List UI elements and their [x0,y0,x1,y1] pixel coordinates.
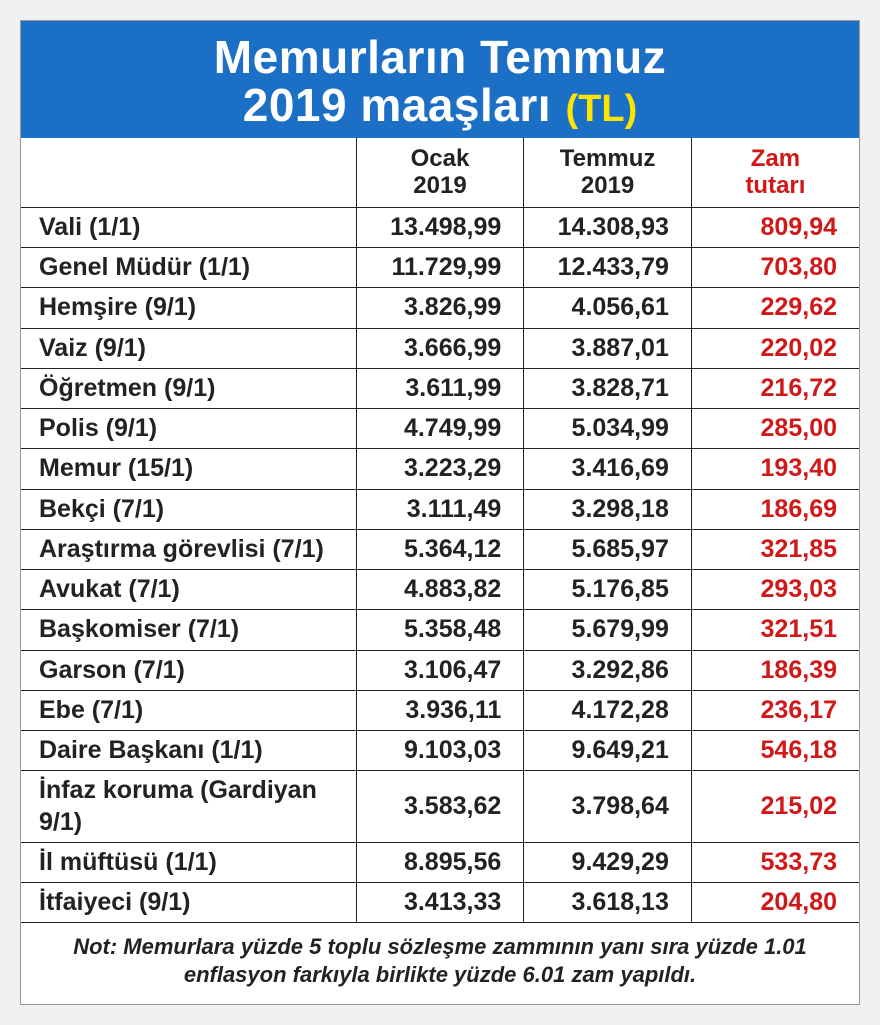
cell-label: Öğretmen (9/1) [21,368,356,408]
cell-raise: 321,51 [691,610,859,650]
cell-label: İtfaiyeci (9/1) [21,883,356,923]
table-row: İtfaiyeci (9/1)3.413,333.618,13204,80 [21,883,859,923]
cell-raise: 215,02 [691,771,859,843]
cell-label: Genel Müdür (1/1) [21,248,356,288]
cell-jan: 3.826,99 [356,288,524,328]
col-header-jan: Ocak2019 [356,138,524,207]
title-bar: Memurların Temmuz 2019 maaşları (TL) [21,21,859,138]
col-header-jul: Temmuz2019 [524,138,692,207]
table-row: Daire Başkanı (1/1)9.103,039.649,21546,1… [21,731,859,771]
cell-jul: 3.416,69 [524,449,692,489]
cell-raise: 321,85 [691,529,859,569]
cell-jan: 3.611,99 [356,368,524,408]
cell-jan: 3.936,11 [356,690,524,730]
cell-jul: 3.798,64 [524,771,692,843]
title-unit: (TL) [566,88,638,130]
table-header-row: Ocak2019 Temmuz2019 Zamtutarı [21,138,859,207]
cell-jul: 3.298,18 [524,489,692,529]
cell-label: Ebe (7/1) [21,690,356,730]
table-row: Polis (9/1)4.749,995.034,99285,00 [21,409,859,449]
cell-jul: 9.429,29 [524,842,692,882]
cell-raise: 285,00 [691,409,859,449]
cell-jan: 13.498,99 [356,207,524,247]
cell-jan: 5.358,48 [356,610,524,650]
title-line2: 2019 maaşları [243,79,551,131]
cell-label: Başkomiser (7/1) [21,610,356,650]
cell-jan: 3.223,29 [356,449,524,489]
cell-jan: 3.106,47 [356,650,524,690]
cell-label: Polis (9/1) [21,409,356,449]
cell-jan: 3.111,49 [356,489,524,529]
table-row: Başkomiser (7/1)5.358,485.679,99321,51 [21,610,859,650]
cell-jul: 5.679,99 [524,610,692,650]
table-row: Genel Müdür (1/1)11.729,9912.433,79703,8… [21,248,859,288]
cell-raise: 236,17 [691,690,859,730]
table-row: Avukat (7/1)4.883,825.176,85293,03 [21,570,859,610]
cell-jan: 8.895,56 [356,842,524,882]
table-row: Araştırma görevlisi (7/1)5.364,125.685,9… [21,529,859,569]
table-row: Ebe (7/1)3.936,114.172,28236,17 [21,690,859,730]
cell-raise: 546,18 [691,731,859,771]
cell-raise: 186,69 [691,489,859,529]
cell-label: Vali (1/1) [21,207,356,247]
table-row: İl müftüsü (1/1)8.895,569.429,29533,73 [21,842,859,882]
cell-raise: 216,72 [691,368,859,408]
cell-jul: 3.618,13 [524,883,692,923]
cell-label: Araştırma görevlisi (7/1) [21,529,356,569]
cell-raise: 220,02 [691,328,859,368]
cell-raise: 204,80 [691,883,859,923]
cell-raise: 533,73 [691,842,859,882]
cell-raise: 186,39 [691,650,859,690]
salary-table-card: Memurların Temmuz 2019 maaşları (TL) Oca… [20,20,860,1005]
cell-label: Garson (7/1) [21,650,356,690]
cell-jul: 9.649,21 [524,731,692,771]
cell-jul: 5.685,97 [524,529,692,569]
cell-jul: 5.034,99 [524,409,692,449]
cell-jul: 4.172,28 [524,690,692,730]
cell-jul: 3.828,71 [524,368,692,408]
salary-table: Ocak2019 Temmuz2019 Zamtutarı Vali (1/1)… [21,138,859,922]
cell-jan: 5.364,12 [356,529,524,569]
cell-jan: 4.749,99 [356,409,524,449]
cell-label: Vaiz (9/1) [21,328,356,368]
table-row: Öğretmen (9/1)3.611,993.828,71216,72 [21,368,859,408]
cell-label: Avukat (7/1) [21,570,356,610]
cell-label: Hemşire (9/1) [21,288,356,328]
cell-raise: 229,62 [691,288,859,328]
col-header-raise: Zamtutarı [691,138,859,207]
cell-raise: 809,94 [691,207,859,247]
cell-jan: 9.103,03 [356,731,524,771]
table-row: Vali (1/1)13.498,9914.308,93809,94 [21,207,859,247]
col-header-label [21,138,356,207]
cell-jul: 12.433,79 [524,248,692,288]
cell-jul: 3.887,01 [524,328,692,368]
cell-raise: 293,03 [691,570,859,610]
table-row: Memur (15/1)3.223,293.416,69193,40 [21,449,859,489]
cell-jan: 3.666,99 [356,328,524,368]
table-row: Hemşire (9/1)3.826,994.056,61229,62 [21,288,859,328]
cell-raise: 703,80 [691,248,859,288]
footnote: Not: Memurlara yüzde 5 toplu sözleşme za… [21,922,859,1004]
table-row: Vaiz (9/1)3.666,993.887,01220,02 [21,328,859,368]
cell-jul: 4.056,61 [524,288,692,328]
cell-jul: 14.308,93 [524,207,692,247]
title-line1: Memurların Temmuz [214,31,666,83]
cell-label: Daire Başkanı (1/1) [21,731,356,771]
cell-jan: 3.583,62 [356,771,524,843]
cell-jul: 3.292,86 [524,650,692,690]
table-body: Vali (1/1)13.498,9914.308,93809,94Genel … [21,207,859,922]
cell-jan: 3.413,33 [356,883,524,923]
table-row: Bekçi (7/1)3.111,493.298,18186,69 [21,489,859,529]
cell-label: Memur (15/1) [21,449,356,489]
cell-label: Bekçi (7/1) [21,489,356,529]
cell-label: İl müftüsü (1/1) [21,842,356,882]
cell-jan: 11.729,99 [356,248,524,288]
cell-raise: 193,40 [691,449,859,489]
cell-jan: 4.883,82 [356,570,524,610]
cell-label: İnfaz koruma (Gardiyan 9/1) [21,771,356,843]
table-row: Garson (7/1)3.106,473.292,86186,39 [21,650,859,690]
table-row: İnfaz koruma (Gardiyan 9/1)3.583,623.798… [21,771,859,843]
cell-jul: 5.176,85 [524,570,692,610]
